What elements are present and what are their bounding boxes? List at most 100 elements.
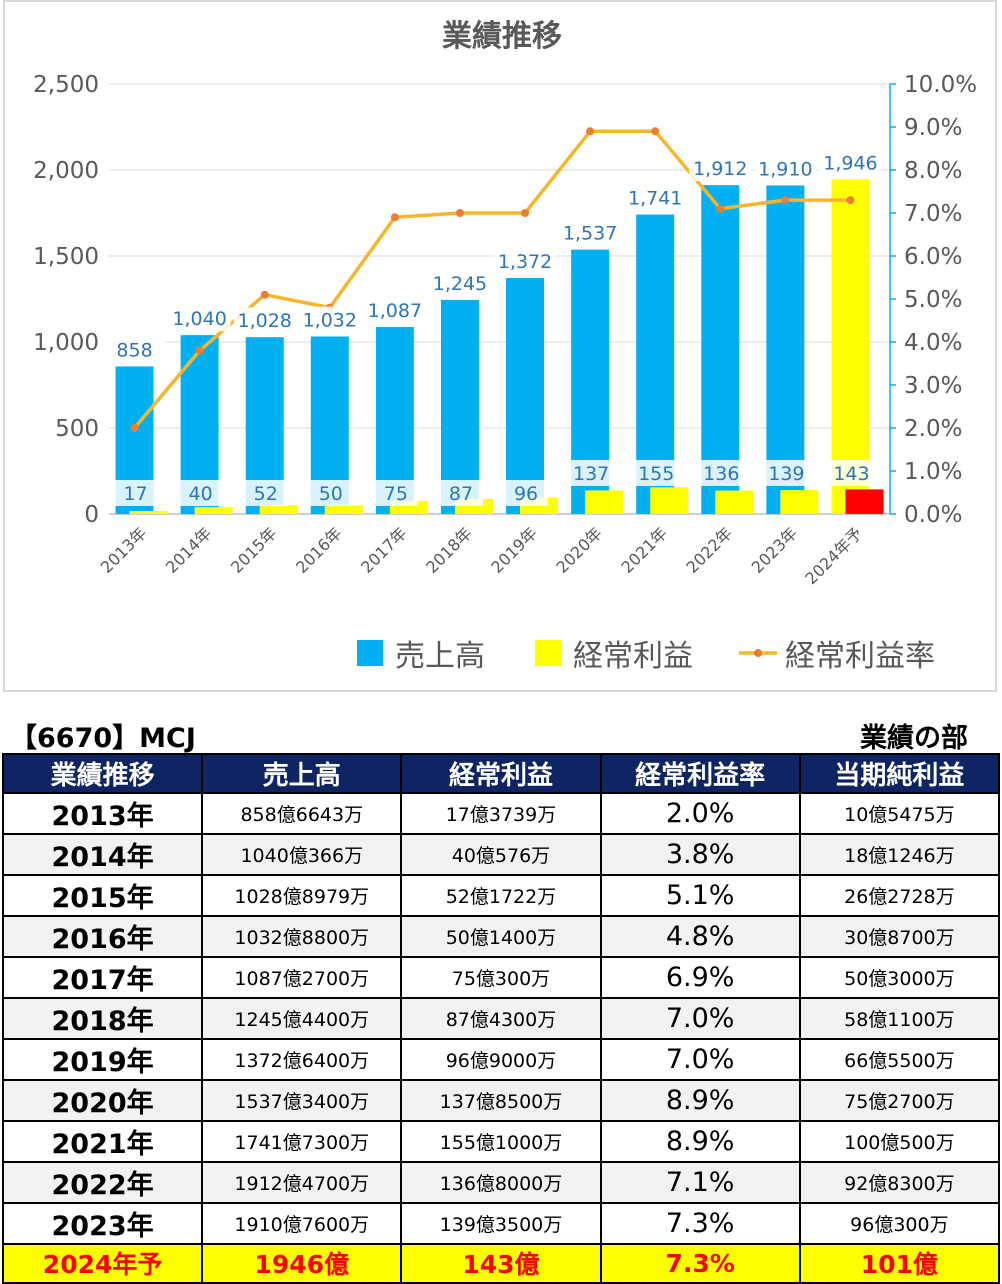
profit-data-label: 75	[384, 483, 408, 505]
table-cell: 75億2700万	[798, 1079, 1001, 1122]
sales-data-label: 1,040	[172, 308, 226, 330]
table-cell: 30億8700万	[798, 915, 1001, 958]
sales-label-bg	[298, 306, 361, 333]
sales-label-bg	[754, 155, 817, 182]
column-header: 経常利益	[400, 753, 602, 794]
x-tick-label: 2024年予	[801, 523, 866, 588]
table-cell: 155億1000万	[400, 1120, 602, 1163]
sales-label-bg	[494, 248, 557, 275]
profit-label-bg	[438, 480, 483, 506]
y-tick-label: 0	[84, 502, 99, 528]
x-tick-label: 2018年	[422, 523, 476, 577]
table-row: 2021年 1741億7300万 155億1000万 8.9% 100億500万	[1, 1120, 1001, 1163]
margin-line	[133, 129, 851, 430]
y2-tick-label: 8.0%	[904, 158, 962, 184]
table-cell: 2.0%	[599, 792, 801, 835]
y-tick-label: 1,500	[33, 244, 99, 270]
margin-point	[586, 127, 595, 136]
table-cell: 1032億8800万	[201, 915, 403, 958]
table-cell: 7.3%	[599, 1202, 801, 1245]
sales-label-bg	[168, 305, 231, 332]
y-tick-label: 2,000	[33, 158, 99, 184]
table-row: 2013年 858億6643万 17億3739万 2.0% 10億5475万	[1, 792, 1001, 835]
x-tick-label: 2015年	[227, 523, 281, 577]
profit-bar	[259, 505, 298, 514]
table-row: 2022年 1912億4700万 136億8000万 7.1% 92億8300万	[1, 1161, 1001, 1204]
table-row: 2014年 1040億366万 40億576万 3.8% 18億1246万	[1, 833, 1001, 876]
profit-bar	[585, 490, 624, 514]
x-tick-label: 2022年	[683, 523, 737, 577]
table-cell: 6.9%	[599, 956, 801, 999]
y-tick-label: 2,500	[33, 72, 99, 98]
table-row: 2016年 1032億8800万 50億1400万 4.8% 30億8700万	[1, 915, 1001, 958]
margin-point	[781, 196, 790, 205]
legend-label-sales: 売上高	[395, 639, 485, 674]
sales-data-label: 1,537	[563, 223, 617, 245]
sales-data-label: 1,028	[238, 310, 292, 332]
table-cell: 2024年予	[1, 1243, 204, 1284]
column-header: 当期純利益	[798, 753, 1001, 794]
y2-tick-label: 5.0%	[904, 287, 962, 313]
margin-point	[716, 204, 725, 213]
sales-bar	[506, 278, 545, 514]
profit-data-label: 136	[703, 463, 739, 485]
table-header-row: 業績推移 売上高 経常利益 経常利益率 当期純利益	[1, 753, 1001, 794]
sales-data-label: 1,245	[433, 273, 487, 295]
table-cell: 50億1400万	[400, 915, 602, 958]
sales-label-bg	[363, 297, 426, 324]
y2-tick-label: 2.0%	[904, 416, 962, 442]
table-cell: 4.8%	[599, 915, 801, 958]
sales-bar	[831, 179, 870, 514]
sales-bar	[440, 299, 479, 514]
profit-data-label: 143	[833, 463, 869, 485]
margin-point	[260, 290, 269, 299]
table-row: 2018年 1245億4400万 87億4300万 7.0% 58億1100万	[1, 997, 1001, 1040]
table-cell: 1741億7300万	[201, 1120, 403, 1163]
table-cell: 1040億366万	[201, 833, 403, 876]
sales-data-label: 1,087	[368, 300, 422, 322]
table-cell: 101億	[798, 1243, 1001, 1284]
table-cell: 1087億2700万	[201, 956, 403, 999]
sales-data-label: 858	[116, 339, 152, 361]
table-cell: 2019年	[1, 1038, 204, 1081]
profit-data-label: 87	[449, 483, 473, 505]
legend-label-profit: 経常利益	[573, 639, 693, 674]
table-cell: 2018年	[1, 997, 204, 1040]
column-header: 業績推移	[1, 753, 204, 794]
y2-tick-label: 6.0%	[904, 244, 962, 270]
chart-panel: 業績推移 0 500 1,000 1,500 2,000 2,500 0.0% 1.0% 2.0%…	[3, 0, 997, 692]
table-row: 2017年 1087億2700万 75億300万 6.9% 50億3000万	[1, 956, 1001, 999]
legend-label-margin: 経常利益率	[785, 639, 935, 674]
profit-data-label: 137	[573, 463, 609, 485]
table-cell: 2017年	[1, 956, 204, 999]
table-cell: 18億1246万	[798, 833, 1001, 876]
table-cell: 2022年	[1, 1161, 204, 1204]
profit-label-bg	[504, 480, 549, 506]
forecast-row: 2024年予 1946億 143億 7.3% 101億	[1, 1243, 1001, 1284]
profit-data-label: 52	[254, 483, 278, 505]
profit-bar	[780, 490, 819, 514]
sales-data-label: 1,946	[823, 152, 877, 174]
x-tick-label: 2013年	[97, 523, 151, 577]
sales-bar	[766, 185, 805, 515]
table-cell: 137億8500万	[400, 1079, 602, 1122]
table-cell: 7.0%	[599, 1038, 801, 1081]
table-cell: 2014年	[1, 833, 204, 876]
table-cell: 10億5475万	[798, 792, 1001, 835]
performance-table: 業績推移 売上高 経常利益 経常利益率 当期純利益 2013年 858億6643万 17億3…	[1, 753, 1001, 1284]
profit-data-label: 40	[189, 483, 213, 505]
profit-data-label: 50	[319, 483, 343, 505]
table-cell: 1946億	[201, 1243, 403, 1284]
sales-label-bg	[233, 307, 296, 334]
table-cell: 96億9000万	[400, 1038, 602, 1081]
sales-data-label: 1,032	[303, 309, 357, 331]
profit-label-bg	[373, 480, 418, 506]
x-tick-label: 2014年	[162, 523, 216, 577]
legend-marker-margin	[754, 649, 762, 657]
section-label: 業績の部	[860, 723, 968, 754]
profit-data-label: 17	[123, 483, 147, 505]
table-cell: 3.8%	[599, 833, 801, 876]
y2-tick-label: 4.0%	[904, 330, 962, 356]
sales-data-label: 1,912	[693, 158, 747, 180]
profit-label-bg	[308, 480, 353, 506]
